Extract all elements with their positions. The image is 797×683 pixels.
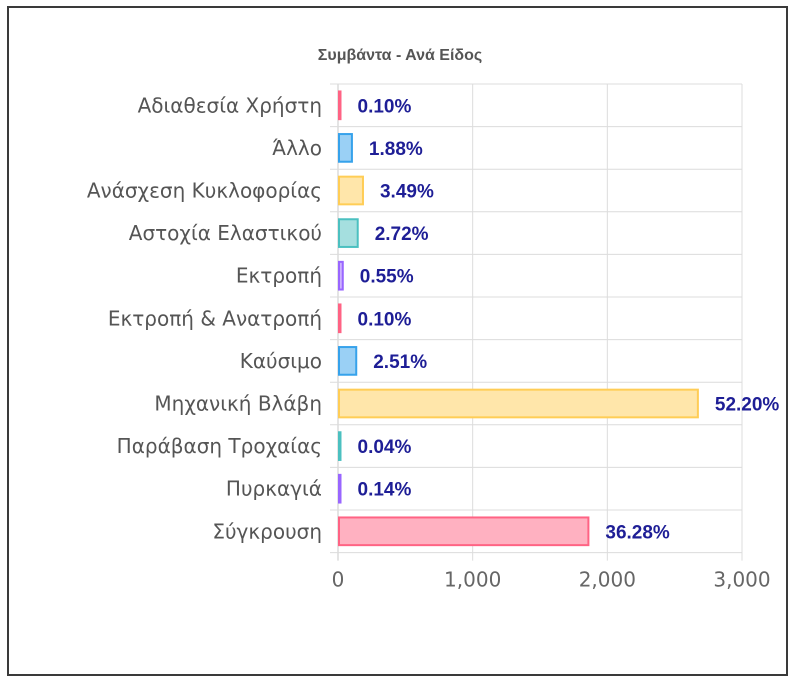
data-label: 52.20% <box>715 395 780 416</box>
bar[interactable] <box>338 303 342 334</box>
category-label: Εκτροπή & Ανατροπή <box>108 306 322 330</box>
category-label: Παράβαση Τροχαίας <box>117 434 322 458</box>
category-label: Καύσιμο <box>240 349 322 373</box>
category-label: Ανάσχεση Κυκλοφορίας <box>87 179 322 203</box>
data-label: 0.55% <box>360 267 414 288</box>
bar[interactable] <box>338 346 358 376</box>
data-label: 0.04% <box>358 437 412 458</box>
category-label: Μηχανική Βλάβη <box>154 392 322 416</box>
bar[interactable] <box>338 431 342 461</box>
bar[interactable] <box>338 90 342 121</box>
bar[interactable] <box>338 388 699 419</box>
bar-chart: Συμβάντα - Ανά Είδος Αδιαθεσία Χρήστη 0.1… <box>87 47 780 592</box>
data-label: 3.49% <box>380 182 434 203</box>
category-label: Σύγκρουση <box>212 519 322 543</box>
category-label: Πυρκαγιά <box>226 477 322 501</box>
x-tick-label: 2,000 <box>579 568 636 592</box>
data-label: 2.72% <box>375 224 429 245</box>
bar[interactable] <box>338 516 590 547</box>
category-label: Εκτροπή <box>236 264 322 288</box>
data-label: 2.51% <box>373 352 427 373</box>
bar[interactable] <box>338 473 342 504</box>
x-tick-label: 0 <box>332 568 345 592</box>
data-label: 0.14% <box>358 480 412 501</box>
bar[interactable] <box>338 133 353 163</box>
category-label: Αστοχία Ελαστικού <box>129 221 322 245</box>
bar[interactable] <box>338 218 359 248</box>
category-label: Αδιαθεσία Χρήστη <box>138 93 322 117</box>
bar[interactable] <box>338 260 344 291</box>
data-label: 36.28% <box>605 522 670 543</box>
x-tick-label: 3,000 <box>713 568 770 592</box>
chart-frame: Συμβάντα - Ανά Είδος Αδιαθεσία Χρήστη 0.1… <box>7 6 788 676</box>
category-label: Άλλο <box>272 136 322 160</box>
data-label: 1.88% <box>369 139 423 160</box>
bar[interactable] <box>338 175 364 206</box>
data-label: 0.10% <box>358 309 412 330</box>
x-tick-label: 1,000 <box>444 568 501 592</box>
data-label: 0.10% <box>358 96 412 117</box>
chart-title: Συμβάντα - Ανά Είδος <box>318 47 482 64</box>
